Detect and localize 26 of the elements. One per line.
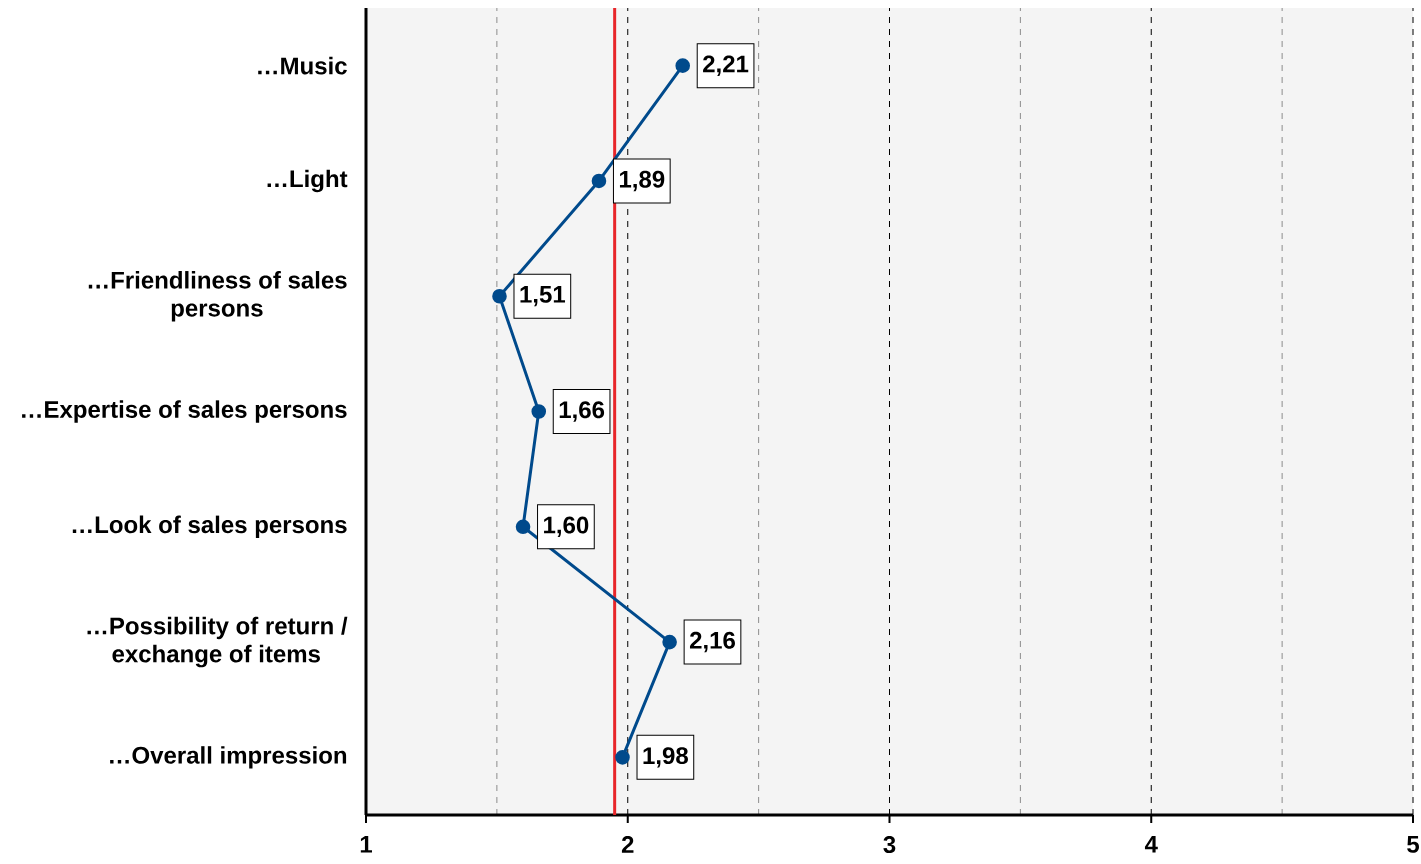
- x-tick-label: 3: [883, 836, 896, 854]
- y-tick-label: …Look of sales persons: [72, 515, 347, 538]
- data-label: 1,89: [619, 170, 665, 192]
- y-tick-label: …Friendliness of sales persons: [88, 271, 347, 322]
- data-label: 2,21: [703, 55, 749, 76]
- y-tick-label: …Expertise of sales persons: [22, 400, 347, 423]
- point: [492, 288, 507, 304]
- point: [675, 58, 691, 73]
- x-tick-label: 4: [1144, 836, 1158, 853]
- point: [615, 750, 630, 765]
- y-tick-label: …Overall impression: [110, 746, 347, 769]
- x-tick-label: 2: [621, 836, 634, 853]
- y-tick-label: …Music: [258, 56, 347, 75]
- point: [662, 634, 677, 650]
- y-tick-label: …Light: [267, 169, 348, 193]
- y-tick-label: …Possibility of return / exchange of items: [87, 616, 348, 668]
- data-label: 2,16: [689, 631, 735, 653]
- data-label: 1,66: [559, 401, 605, 422]
- point: [591, 173, 607, 189]
- data-label: 1,98: [643, 747, 688, 768]
- x-tick-label: 5: [1407, 836, 1419, 853]
- data-label: 1,51: [520, 286, 566, 307]
- point: [515, 519, 531, 535]
- point: [531, 404, 547, 419]
- data-label: 1,60: [544, 516, 589, 538]
- x-tick-label: 1: [360, 836, 372, 853]
